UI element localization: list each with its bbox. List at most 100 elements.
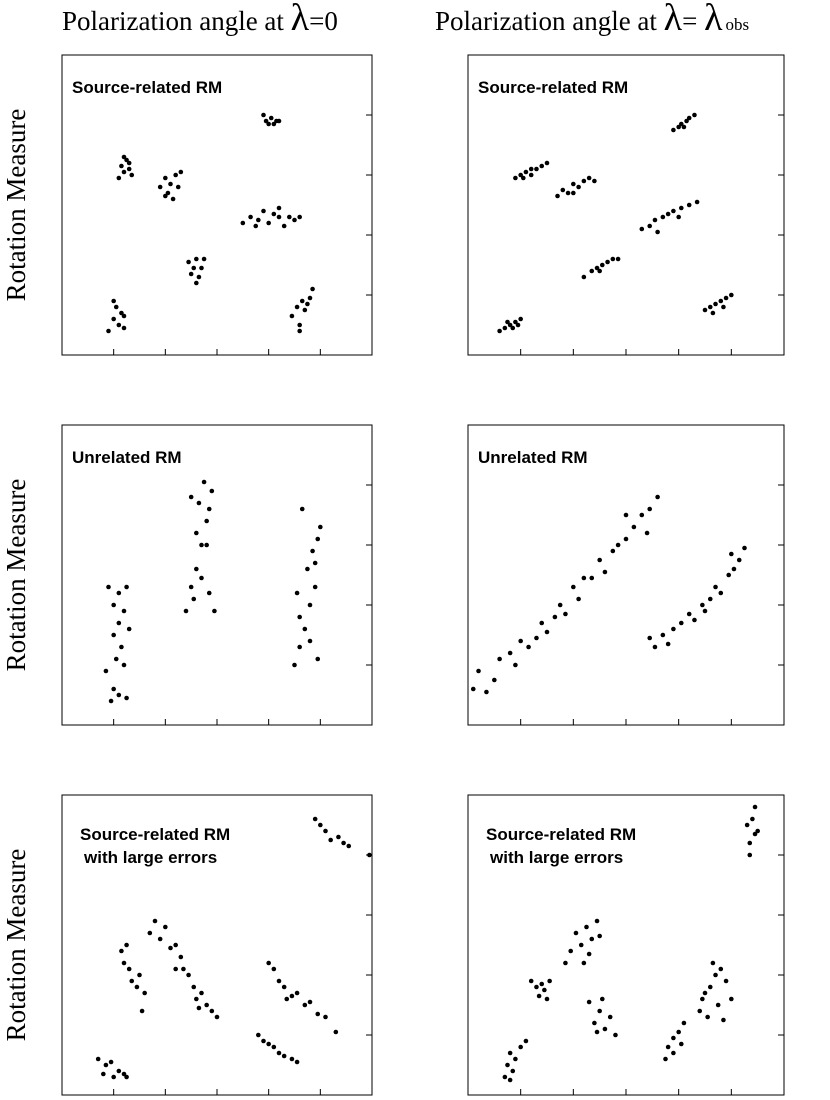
point: [592, 178, 597, 184]
point: [204, 542, 209, 548]
point: [744, 822, 750, 828]
point: [121, 169, 127, 175]
point: [723, 295, 729, 301]
point: [507, 1077, 513, 1083]
point: [713, 584, 718, 590]
point: [111, 632, 116, 638]
point: [212, 608, 217, 614]
point: [700, 602, 705, 608]
point: [276, 118, 282, 124]
point: [204, 1002, 209, 1008]
point: [507, 322, 513, 328]
point: [299, 506, 305, 512]
point: [194, 256, 199, 262]
point: [644, 530, 650, 536]
point: [676, 1029, 681, 1035]
point: [718, 298, 724, 304]
point: [605, 259, 610, 265]
point: [305, 301, 310, 307]
y-axis-label: Rotation Measure: [1, 849, 31, 1042]
point: [119, 948, 124, 954]
point: [544, 629, 550, 635]
point: [271, 211, 277, 217]
point: [542, 987, 547, 993]
point: [261, 112, 266, 118]
point: [106, 328, 111, 334]
point: [292, 662, 297, 668]
point: [610, 256, 616, 262]
point: [294, 990, 300, 996]
point: [497, 656, 502, 662]
point: [157, 184, 163, 190]
point: [521, 175, 526, 181]
column-title: Polarization angle at λ= λ obs: [435, 0, 749, 39]
point: [201, 256, 207, 262]
point: [502, 325, 508, 331]
point: [315, 536, 321, 542]
point: [121, 960, 127, 966]
point: [679, 121, 684, 127]
title-text: Polarization angle at: [62, 6, 291, 36]
point: [600, 996, 605, 1002]
point: [594, 265, 600, 271]
point: [129, 172, 135, 178]
point: [137, 972, 142, 978]
point: [539, 981, 545, 987]
point: [124, 942, 129, 948]
point: [113, 304, 119, 310]
point: [497, 328, 502, 334]
point: [199, 265, 204, 271]
point: [513, 319, 518, 325]
point: [310, 548, 315, 554]
point: [747, 852, 753, 858]
point: [528, 172, 534, 178]
title-text: =: [682, 6, 704, 36]
point: [694, 199, 700, 205]
point: [302, 307, 308, 313]
point: [297, 322, 302, 328]
point: [289, 1056, 295, 1062]
point: [323, 828, 328, 834]
point: [178, 169, 184, 175]
point: [188, 584, 194, 590]
point: [589, 936, 595, 942]
point: [204, 518, 209, 524]
point: [600, 262, 605, 268]
point: [736, 557, 742, 563]
point: [116, 620, 122, 626]
point: [665, 211, 671, 217]
point: [510, 325, 516, 331]
point: [186, 972, 191, 978]
point: [289, 993, 295, 999]
point: [705, 1014, 710, 1020]
point: [194, 996, 199, 1002]
point: [721, 1017, 726, 1023]
point: [726, 572, 731, 578]
point: [116, 590, 122, 596]
point: [119, 310, 124, 316]
point: [129, 978, 135, 984]
point: [505, 319, 510, 325]
point: [196, 1005, 202, 1011]
point: [594, 1029, 600, 1035]
column-title: Polarization angle at λ=0: [62, 0, 338, 39]
point: [188, 494, 194, 500]
point: [513, 662, 518, 668]
point: [586, 175, 592, 181]
title-symbol: λ: [664, 0, 683, 39]
point: [333, 1029, 339, 1035]
point: [710, 960, 716, 966]
panel-annotation: Source-related RM: [478, 78, 628, 97]
point: [266, 1041, 271, 1047]
point: [142, 990, 147, 996]
point: [671, 626, 676, 632]
point: [124, 695, 129, 701]
point: [196, 274, 202, 280]
point: [539, 620, 545, 626]
point: [263, 118, 269, 124]
point: [119, 644, 124, 650]
point: [181, 966, 186, 972]
point: [95, 1056, 101, 1062]
point: [367, 852, 372, 858]
point: [103, 668, 109, 674]
